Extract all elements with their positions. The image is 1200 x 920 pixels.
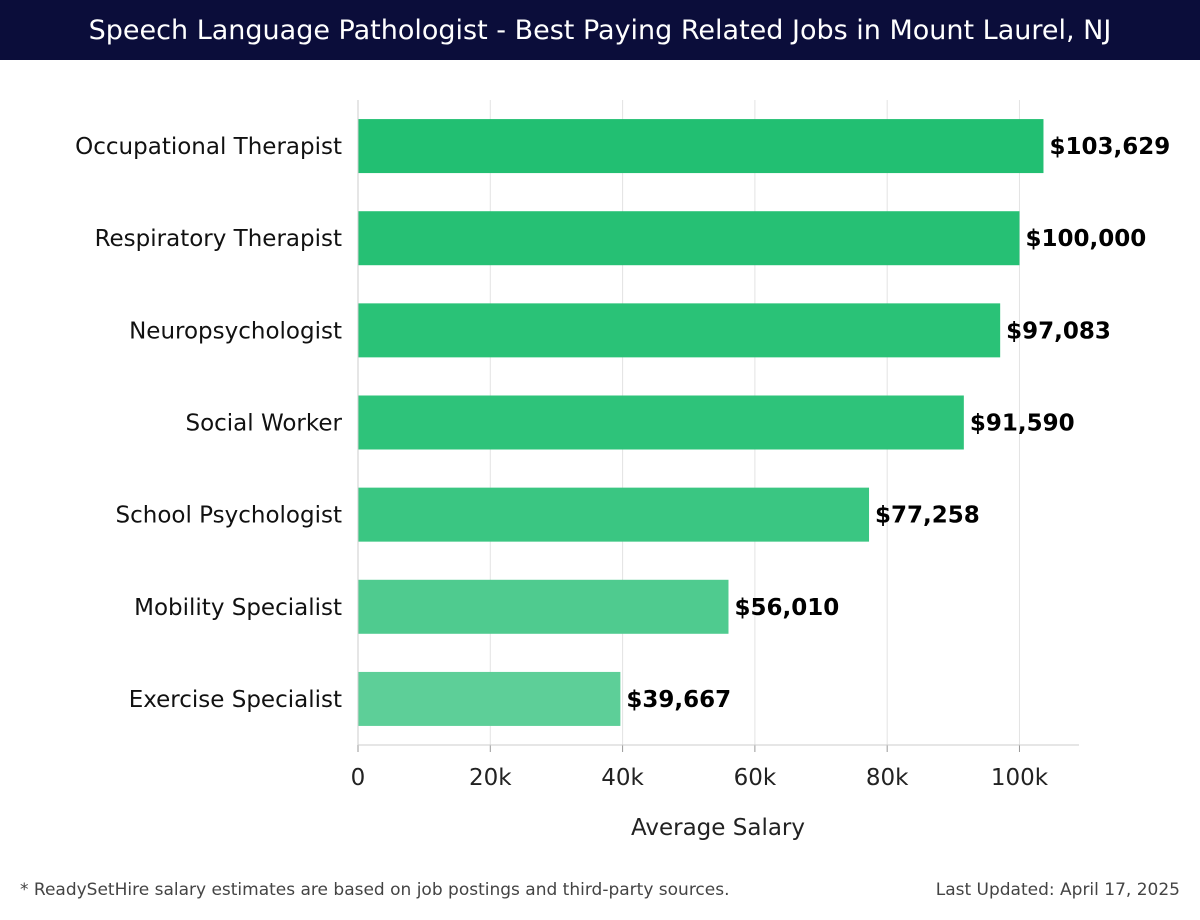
category-label: School Psychologist <box>116 503 342 529</box>
value-label: $100,000 <box>1025 226 1146 252</box>
bar <box>358 119 1044 174</box>
category-labels: Occupational Therapist Respiratory Therap… <box>75 134 342 713</box>
x-axis-label: Average Salary <box>631 815 805 841</box>
category-label: Exercise Specialist <box>129 687 342 713</box>
x-axis: 0 20k 40k 60k 80k 100k <box>351 100 1079 791</box>
value-label: $97,083 <box>1006 318 1111 344</box>
category-label: Respiratory Therapist <box>95 226 342 252</box>
bar-chart: Occupational Therapist Respiratory Therap… <box>75 100 1170 841</box>
bar <box>358 211 1020 266</box>
x-tick-label: 40k <box>601 765 644 791</box>
footnote: * ReadySetHire salary estimates are base… <box>20 880 730 900</box>
value-label: $77,258 <box>875 503 980 529</box>
x-tick-label: 100k <box>991 765 1049 791</box>
value-label: $39,667 <box>626 687 731 713</box>
bar <box>358 671 621 726</box>
category-label: Social Worker <box>185 411 342 437</box>
category-label: Occupational Therapist <box>75 134 342 160</box>
x-tick-label: 20k <box>469 765 512 791</box>
category-label: Neuropsychologist <box>129 318 342 344</box>
chart-title: Speech Language Pathologist - Best Payin… <box>0 0 1200 60</box>
category-label: Mobility Specialist <box>134 595 342 621</box>
bar <box>358 579 729 634</box>
bar <box>358 303 1001 358</box>
value-label: $56,010 <box>734 595 839 621</box>
value-label: $103,629 <box>1049 134 1170 160</box>
value-label: $91,590 <box>970 411 1075 437</box>
bar <box>358 395 964 450</box>
bars <box>358 119 1044 726</box>
x-tick-label: 60k <box>734 765 777 791</box>
last-updated: Last Updated: April 17, 2025 <box>935 880 1180 900</box>
x-tick-label: 0 <box>351 765 366 791</box>
bar <box>358 487 870 542</box>
x-tick-label: 80k <box>866 765 909 791</box>
value-labels: $103,629 $100,000 $97,083 $91,590 $77,258 $56… <box>626 134 1170 713</box>
